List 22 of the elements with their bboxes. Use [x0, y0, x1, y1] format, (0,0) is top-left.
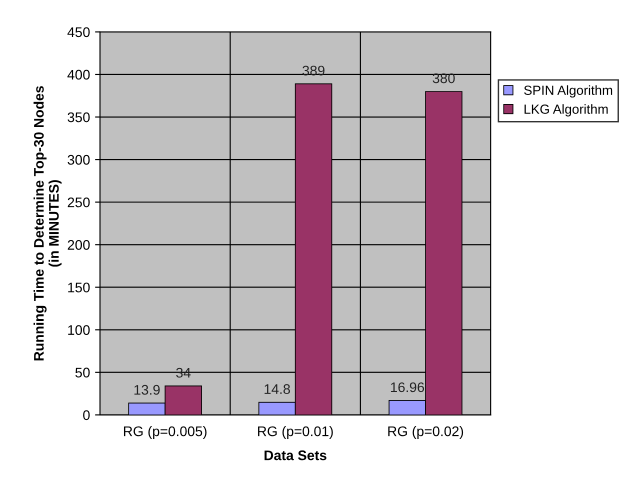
y-axis-title: Running Time to Determine Top-30 Nodes (in MINUTES)	[34, 86, 62, 360]
x-tick-label: RG (p=0.005)	[124, 426, 207, 439]
y-tick-label: 450	[67, 27, 90, 38]
y-tick-label: 350	[68, 112, 90, 122]
y-tick-label: 300	[68, 154, 90, 165]
y-tick-label: 200	[68, 240, 90, 250]
y-tick-label: 150	[68, 282, 90, 292]
y-tick-label: 0	[83, 410, 90, 420]
data-label: 14.8	[264, 384, 290, 394]
y-tick-label: 50	[75, 368, 90, 378]
y-tick-label: 250	[68, 197, 90, 208]
x-axis-title: Data Sets	[264, 450, 326, 460]
data-label: 380	[432, 73, 455, 84]
x-tick-label: RG (p=0.02)	[388, 426, 464, 439]
data-label: 16.96	[390, 382, 424, 392]
y-tick-label: 400	[67, 70, 90, 80]
legend-label: LKG Algorithm	[524, 104, 608, 116]
data-label: 389	[302, 66, 324, 76]
y-tick-label: 100	[68, 325, 90, 335]
legend-label: SPIN Algorithm	[524, 85, 612, 98]
x-tick-label: RG (p=0.01)	[258, 426, 333, 439]
data-label: 13.9	[134, 384, 160, 395]
